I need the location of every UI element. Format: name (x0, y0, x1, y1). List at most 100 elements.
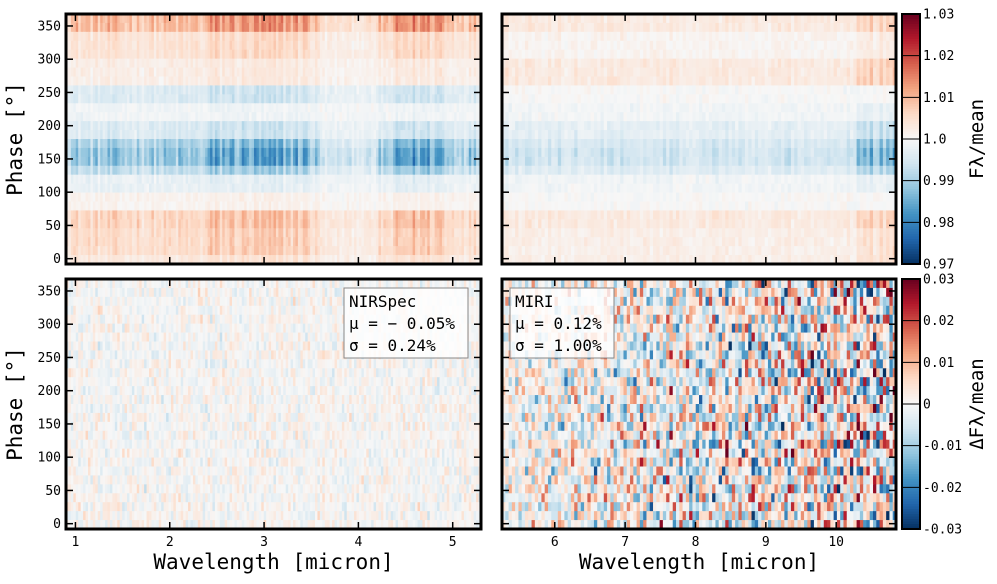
heatmap-cell (139, 40, 143, 51)
heatmap-cell (278, 40, 282, 51)
heatmap-cell (251, 67, 255, 78)
heatmap-cell (66, 94, 70, 104)
heatmap-cell (415, 121, 419, 131)
miri-flux-panel (500, 12, 898, 266)
heatmap-cell (183, 22, 187, 33)
heatmap-cell (239, 76, 243, 87)
heatmap-cell (324, 121, 328, 131)
heatmap-cell (114, 76, 118, 87)
heatmap-cell (432, 76, 436, 87)
heatmap-cell (334, 94, 338, 104)
heatmap-cell (212, 58, 216, 69)
heatmap-cell (158, 14, 162, 24)
heatmap-cell (192, 112, 196, 122)
heatmap-cell (358, 121, 362, 131)
heatmap-cell (158, 76, 162, 87)
heatmap-cell (371, 94, 375, 104)
heatmap-cell (451, 49, 455, 60)
heatmap-cell (429, 40, 433, 51)
heatmap-cell (456, 85, 460, 95)
heatmap-cell (170, 76, 175, 87)
heatmap-cell (441, 40, 445, 51)
heatmap-cell (405, 49, 409, 60)
heatmap-cell (141, 76, 145, 87)
heatmap-cell (175, 40, 179, 51)
heatmap-cell (234, 121, 238, 131)
heatmap-cell (395, 76, 399, 87)
heatmap-cell (192, 121, 196, 131)
heatmap-cell (380, 112, 384, 122)
heatmap-cell (85, 112, 89, 122)
heatmap-cell (253, 31, 258, 42)
heatmap-cell (161, 49, 165, 60)
heatmap-cell (219, 76, 223, 87)
heatmap-cell (70, 130, 74, 140)
heatmap-cell (295, 40, 299, 51)
heatmap-cell (434, 76, 438, 87)
heatmap-cell (400, 130, 404, 140)
heatmap-cell (136, 112, 140, 122)
heatmap-cell (168, 130, 172, 140)
heatmap-cell (131, 112, 135, 122)
heatmap-cell (170, 121, 175, 131)
heatmap-cell (195, 31, 199, 42)
heatmap-cell (156, 67, 160, 78)
heatmap-cell (156, 112, 160, 122)
heatmap-cell (351, 58, 355, 69)
heatmap-cell (468, 67, 472, 78)
heatmap-cell (178, 85, 182, 95)
heatmap-cell (253, 112, 258, 122)
heatmap-cell (234, 22, 238, 33)
heatmap-cell (170, 22, 175, 33)
heatmap-cell (78, 130, 82, 140)
heatmap-cell (222, 31, 226, 42)
heatmap-cell (207, 40, 211, 51)
heatmap-cell (429, 103, 433, 113)
heatmap-cell (90, 31, 94, 42)
heatmap-cell (92, 112, 96, 122)
heatmap-cell (417, 112, 421, 122)
heatmap-cell (278, 22, 282, 33)
heatmap-cell (236, 103, 240, 113)
heatmap-cell (212, 67, 216, 78)
heatmap-cell (315, 58, 319, 69)
heatmap-cell (290, 40, 294, 51)
heatmap-cell (288, 121, 292, 131)
heatmap-cell (373, 14, 377, 24)
heatmap-cell (468, 94, 472, 104)
heatmap-cell (175, 31, 179, 42)
heatmap-cell (185, 58, 189, 69)
heatmap-cell (241, 130, 245, 140)
heatmap-cell (295, 49, 299, 60)
heatmap-cell (144, 31, 148, 42)
heatmap-cell (356, 22, 360, 33)
heatmap-cell (322, 49, 326, 60)
heatmap-cell (263, 121, 267, 131)
heatmap-cell (212, 40, 216, 51)
heatmap-cell (388, 49, 392, 60)
heatmap-cell (224, 14, 228, 24)
heatmap-cell (222, 121, 226, 131)
heatmap-cell (149, 40, 153, 51)
heatmap-cell (234, 130, 238, 140)
heatmap-cell (288, 85, 292, 95)
heatmap-cell (376, 112, 380, 122)
heatmap-cell (124, 49, 128, 60)
heatmap-cell (361, 14, 365, 24)
heatmap-cell (207, 31, 211, 42)
heatmap-cell (393, 103, 397, 113)
heatmap-cell (75, 22, 79, 33)
heatmap-cell (473, 85, 477, 95)
heatmap-cell (212, 103, 216, 113)
heatmap-cell (232, 14, 236, 24)
heatmap-cell (136, 40, 140, 51)
heatmap-cell (466, 121, 470, 131)
heatmap-cell (70, 58, 74, 69)
heatmap-cell (422, 121, 426, 131)
heatmap-cell (466, 67, 470, 78)
heatmap-cell (432, 49, 436, 60)
heatmap-cell (183, 130, 187, 140)
heatmap-cell (241, 14, 245, 24)
heatmap-cell (371, 121, 375, 131)
heatmap-cell (95, 121, 99, 131)
